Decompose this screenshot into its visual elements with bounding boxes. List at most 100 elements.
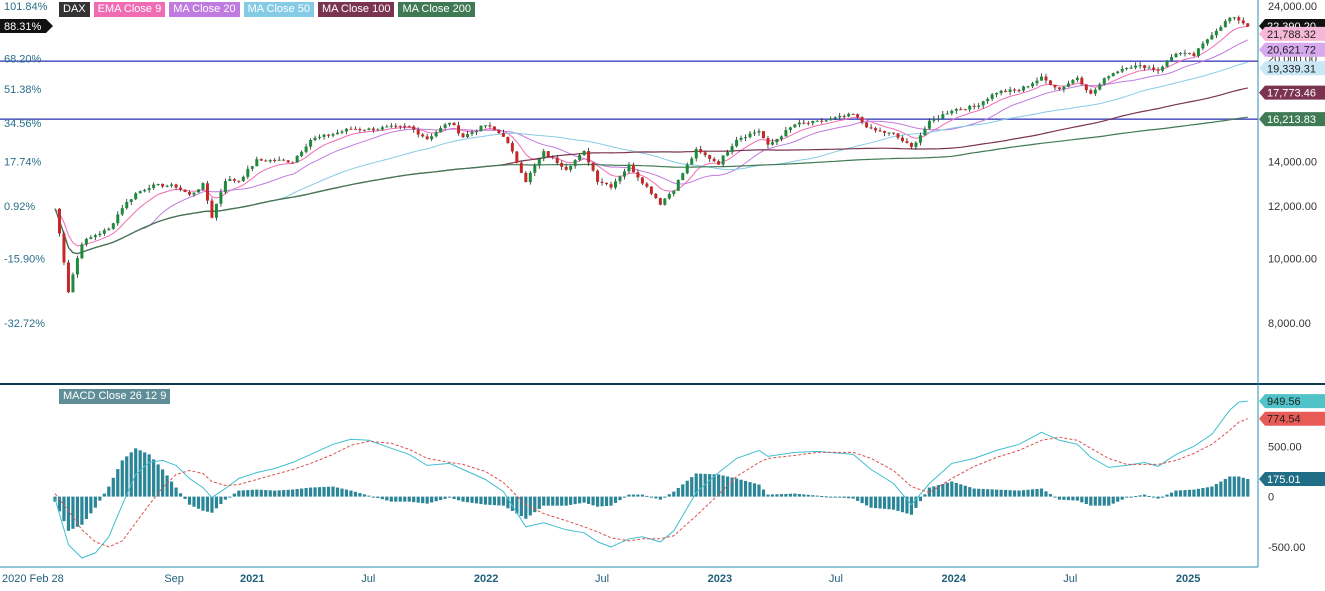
macd-histogram-bar: [578, 496, 582, 504]
candle-body: [694, 149, 698, 159]
candle-body: [174, 184, 178, 188]
legend: DAX EMA Close 9 MA Close 20 MA Close 50 …: [59, 2, 475, 17]
macd-histogram-bar: [865, 496, 869, 506]
macd-histogram-bar: [667, 494, 671, 497]
candle-body: [1048, 80, 1052, 85]
macd-axis-tick: -500.00: [1268, 542, 1305, 554]
macd-histogram-bar: [1210, 486, 1214, 497]
percent-axis-tick: 17.74%: [4, 157, 42, 169]
candle-body: [492, 126, 496, 130]
candle-body: [892, 132, 896, 134]
candle-body: [80, 244, 84, 259]
macd-histogram-bar: [1039, 488, 1044, 497]
macd-histogram-bar: [304, 488, 308, 497]
candle-body: [1205, 39, 1209, 44]
macd-histogram-bar: [891, 496, 896, 510]
candle-body: [815, 120, 819, 122]
candle-body: [439, 127, 443, 133]
candle-body: [102, 230, 106, 234]
macd-histogram-bar: [1012, 490, 1017, 497]
candle-body: [318, 136, 322, 138]
macd-histogram-bar: [1066, 496, 1070, 501]
macd-histogram-bar: [734, 478, 739, 497]
macd-histogram-bar: [161, 469, 165, 497]
candle-body: [241, 176, 245, 182]
candle-body: [1022, 86, 1026, 91]
candle-body: [793, 124, 797, 128]
legend-ma-20[interactable]: MA Close 20: [169, 2, 240, 17]
macd-histogram-bar: [1071, 496, 1075, 501]
macd-histogram-bar: [712, 474, 716, 497]
candle-body: [1089, 90, 1093, 94]
macd-histogram-bar: [430, 496, 434, 503]
macd-histogram-bar: [488, 496, 492, 505]
candle-body: [596, 170, 600, 182]
candle-body: [1228, 17, 1232, 22]
macd-histogram-bar: [1093, 496, 1097, 506]
candle-body: [533, 165, 537, 173]
candle-body: [587, 151, 591, 163]
candle-body: [1062, 86, 1066, 90]
macd-histogram-bar: [371, 496, 375, 498]
candle-body: [569, 165, 573, 170]
candle-body: [690, 158, 694, 165]
candle-body: [457, 125, 461, 134]
macd-histogram-bar: [178, 493, 183, 497]
candle-body: [515, 151, 519, 163]
candle-body: [349, 128, 353, 130]
macd-histogram-bar: [743, 480, 748, 497]
macd-histogram-bar: [501, 496, 506, 506]
candle-body: [560, 163, 564, 167]
macd-histogram-bar: [340, 488, 344, 497]
candle-body: [770, 142, 774, 145]
price-axis-tick: 8,000.00: [1268, 318, 1311, 330]
candle-body: [327, 134, 331, 136]
macd-histogram-bar: [1178, 490, 1183, 497]
candle-body: [1170, 57, 1174, 61]
legend-ma-100[interactable]: MA Close 100: [317, 2, 395, 17]
macd-histogram-bar: [1129, 496, 1133, 498]
candle-body: [573, 160, 577, 166]
macd-histogram-bar: [528, 496, 532, 516]
candle-body: [591, 162, 595, 171]
legend-ema-9[interactable]: EMA Close 9: [93, 2, 166, 17]
candle-body: [551, 156, 555, 158]
price-axis-tick: 24,000.00: [1268, 1, 1317, 13]
macd-histogram-bar: [367, 495, 371, 497]
legend-ma-200[interactable]: MA Close 200: [398, 2, 475, 17]
candle-body: [1093, 89, 1097, 94]
candle-body: [111, 223, 115, 229]
macd-histogram-bar: [945, 482, 949, 497]
macd-histogram-bar: [1134, 496, 1138, 498]
candle-body: [98, 233, 102, 236]
candle-body: [945, 113, 949, 115]
macd-legend[interactable]: MACD Close 26 12 9: [59, 389, 171, 404]
candle-body: [883, 131, 887, 133]
candle-body: [1165, 60, 1169, 67]
macd-histogram-bar: [1035, 488, 1039, 497]
legend-symbol[interactable]: DAX: [59, 2, 90, 17]
macd-histogram-bar: [470, 496, 474, 503]
macd-histogram-bar: [147, 454, 151, 497]
macd-histogram-bar: [84, 496, 88, 520]
macd-histogram-bar: [658, 496, 662, 500]
macd-histogram-bar: [824, 496, 828, 498]
candle-body: [219, 192, 223, 204]
candle-body: [1120, 68, 1124, 72]
macd-histogram-bar: [676, 487, 680, 497]
macd-value-badge: [1259, 472, 1325, 487]
candle-body: [152, 184, 156, 189]
percent-axis-tick: -15.90%: [4, 254, 45, 266]
time-axis-tick: 2023: [708, 573, 732, 585]
legend-ma-50[interactable]: MA Close 50: [243, 2, 314, 17]
macd-histogram-bar: [102, 493, 106, 497]
macd-histogram-bar: [246, 490, 250, 497]
macd-histogram-bar: [93, 496, 97, 508]
candle-body: [1147, 67, 1151, 69]
candle-body: [1174, 53, 1178, 58]
macd-histogram-bar: [761, 489, 766, 497]
macd-histogram-bar: [842, 496, 846, 498]
candle-body: [1084, 84, 1088, 91]
percent-axis-tick: 68.20%: [4, 54, 42, 66]
